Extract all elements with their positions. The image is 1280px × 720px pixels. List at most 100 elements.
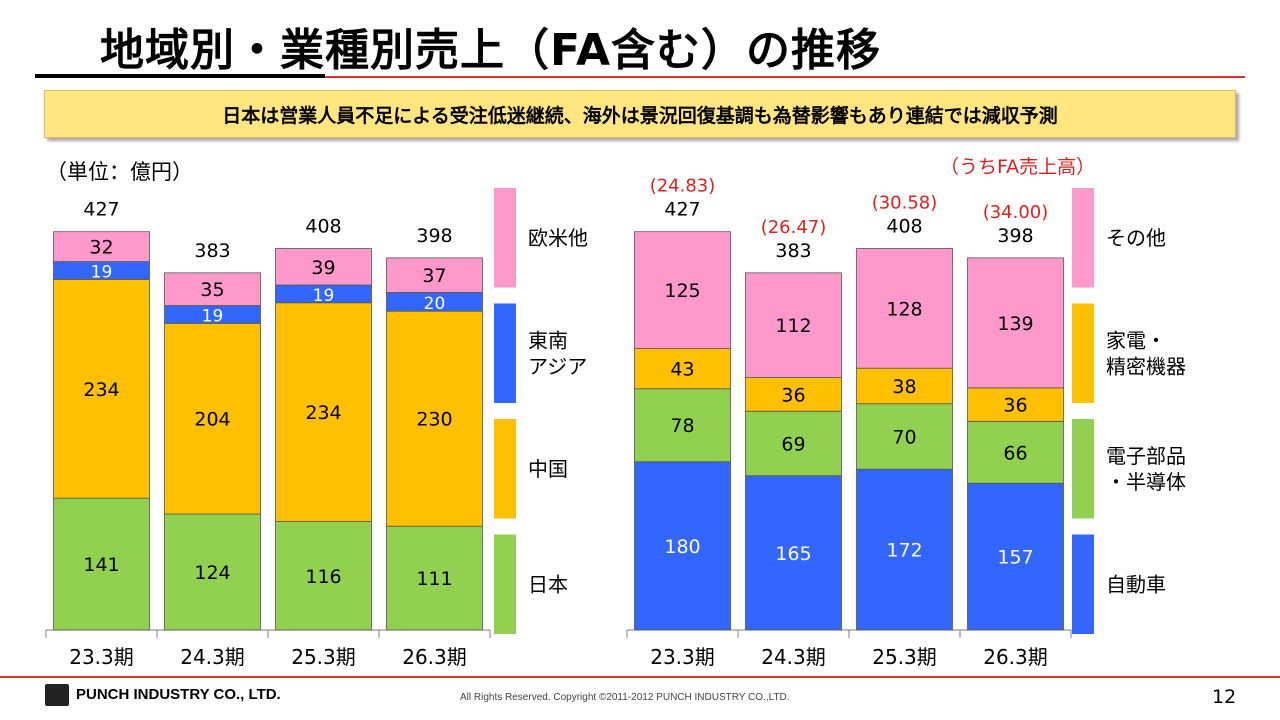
fa-sales-value: (30.58) [872, 193, 938, 214]
copyright-text: All Rights Reserved. Copyright ©2011-201… [460, 692, 790, 703]
data-label: 230 [416, 409, 452, 431]
bar-segment [634, 461, 731, 631]
legend-swatch [494, 303, 516, 403]
data-label: 19 [313, 286, 335, 306]
legend-label: 精密機器 [1106, 354, 1186, 378]
data-label: 157 [997, 547, 1033, 569]
bar-segment [967, 257, 1064, 389]
data-label: 69 [781, 433, 805, 455]
data-label: 66 [1003, 442, 1027, 464]
bar-segment [275, 302, 372, 522]
data-label: 112 [775, 315, 811, 337]
legend-swatch [1072, 188, 1094, 288]
data-label: 39 [311, 257, 335, 279]
bar-segment [634, 388, 731, 463]
data-label: 172 [886, 540, 922, 562]
data-label: 165 [775, 543, 811, 565]
data-label: 43 [670, 359, 694, 381]
legend-label: 電子部品 [1106, 444, 1186, 468]
bar-segment [856, 248, 953, 369]
legend-label: その他 [1106, 226, 1166, 250]
bar-segment [856, 367, 953, 405]
title-underline [35, 74, 325, 78]
total-label: 383 [194, 240, 230, 262]
x-tick-label: 23.3期 [650, 645, 715, 669]
bar-segment [164, 272, 261, 306]
bar-segment [745, 377, 842, 412]
data-label: 125 [664, 280, 700, 302]
data-label: 37 [422, 265, 446, 287]
bar-segment [745, 272, 842, 378]
legend-swatch [494, 188, 516, 288]
legend-swatch [1072, 534, 1094, 634]
bar-segment [856, 468, 953, 631]
legend-swatch [1072, 419, 1094, 519]
page-title: 地域別・業種別売上（FA含む）の推移 [100, 25, 882, 76]
bar-segment [386, 310, 483, 527]
bar-segment [53, 497, 150, 631]
fa-sales-value: (26.47) [761, 217, 827, 238]
x-tick-label: 25.3期 [291, 645, 356, 669]
data-label: 180 [664, 536, 700, 558]
bar-segment [164, 513, 261, 631]
title-rule [325, 76, 1245, 78]
legend-label: 中国 [528, 457, 568, 481]
data-label: 35 [200, 279, 224, 301]
data-label: 128 [886, 298, 922, 320]
footer-rule [0, 676, 1280, 678]
data-label: 234 [83, 379, 119, 401]
bar-segment [856, 403, 953, 470]
bar-segment [386, 257, 483, 293]
data-label: 19 [91, 262, 113, 282]
legend-label: 欧米他 [528, 226, 588, 250]
x-tick-label: 24.3期 [761, 645, 826, 669]
total-label: 427 [83, 199, 119, 221]
data-label: 36 [1003, 395, 1027, 417]
data-label: 139 [997, 313, 1033, 335]
data-label: 141 [83, 554, 119, 576]
data-label: 78 [670, 415, 694, 437]
bar-segment [745, 475, 842, 631]
x-tick-label: 26.3期 [402, 645, 467, 669]
data-label: 234 [305, 402, 341, 424]
bar-segment [164, 322, 261, 515]
total-label: 408 [886, 216, 922, 238]
data-label: 19 [202, 306, 224, 326]
data-label: 70 [892, 426, 916, 448]
bar-segment [386, 525, 483, 631]
bar-segment [967, 387, 1064, 422]
company-logo [45, 684, 69, 706]
x-tick-label: 25.3期 [872, 645, 937, 669]
bar-segment [967, 482, 1064, 631]
bar-segment [967, 421, 1064, 484]
legend-label: 東南 [528, 328, 568, 352]
legend-swatch [1072, 303, 1094, 403]
company-name: PUNCH INDUSTRY CO., LTD. [76, 686, 281, 703]
data-label: 116 [305, 566, 341, 588]
legend-swatch [494, 419, 516, 519]
x-tick-label: 23.3期 [69, 645, 134, 669]
fa-sales-value: (24.83) [650, 176, 716, 197]
legend-swatch [494, 534, 516, 634]
fa-sales-label: （うちFA売上高） [940, 156, 1096, 178]
bar-segment [745, 410, 842, 477]
data-label: 36 [781, 384, 805, 406]
data-label: 38 [892, 376, 916, 398]
data-label: 204 [194, 409, 230, 431]
data-label: 111 [416, 568, 452, 590]
unit-label: （単位：億円） [46, 160, 193, 184]
legend-label: 自動車 [1106, 572, 1166, 596]
total-label: 408 [305, 216, 341, 238]
fa-sales-value: (34.00) [983, 202, 1049, 223]
total-label: 398 [997, 225, 1033, 247]
bar-segment [634, 231, 731, 349]
data-label: 20 [424, 294, 446, 314]
total-label: 383 [775, 240, 811, 262]
bar-segment [53, 278, 150, 499]
legend-label: アジア [528, 354, 587, 378]
summary-banner: 日本は営業人員不足による受注低迷継続、海外は景況回復基調も為替影響もあり連結では… [44, 90, 1236, 138]
bar-segment [275, 248, 372, 286]
total-label: 427 [664, 199, 700, 221]
x-tick-label: 24.3期 [180, 645, 245, 669]
bar-segment [53, 231, 150, 263]
